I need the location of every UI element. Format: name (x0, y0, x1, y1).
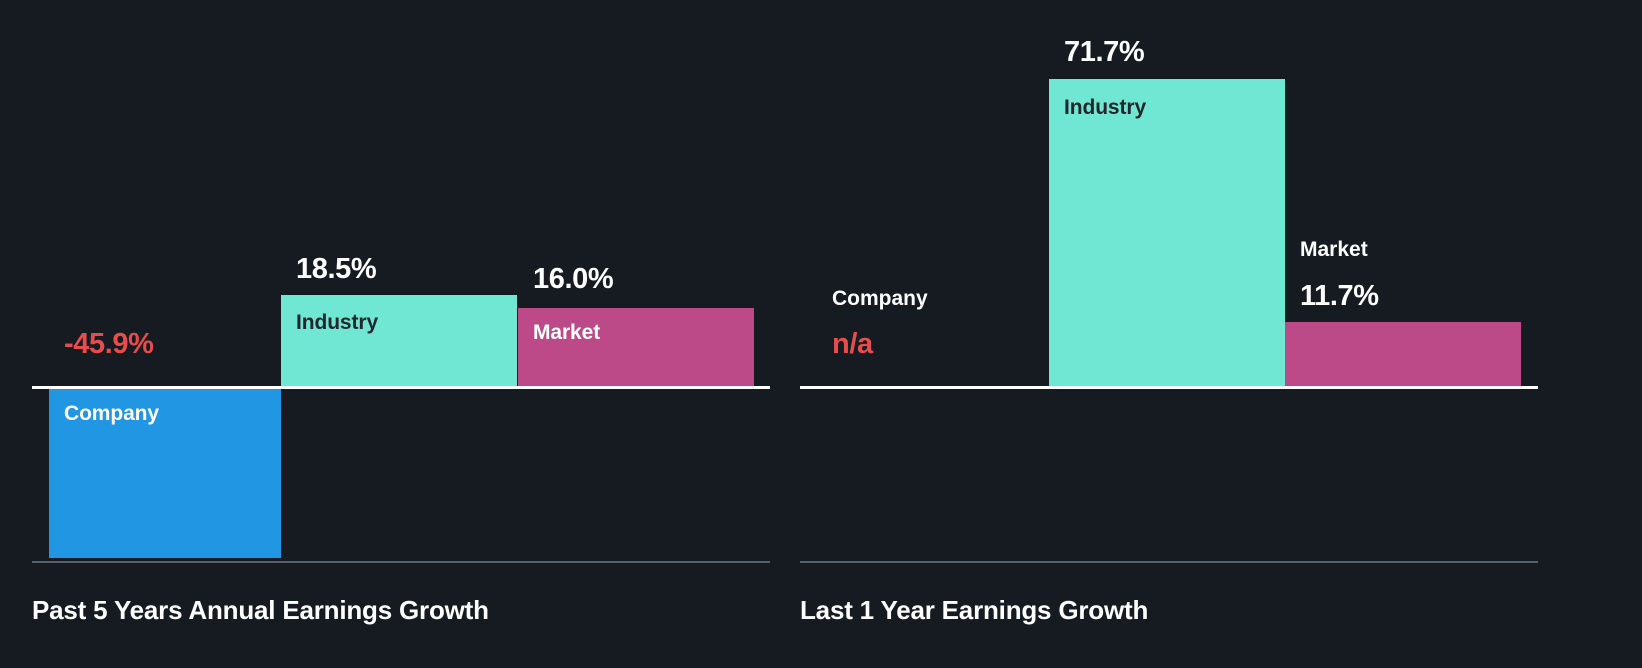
panel-title-past-5-years: Past 5 Years Annual Earnings Growth (32, 595, 489, 625)
value-label-company-right: n/a (832, 328, 873, 360)
bar-market-right[interactable] (1285, 322, 1521, 386)
plot-area-left: -45.9% Company 18.5% Industry 16.0% Mark… (0, 0, 800, 563)
bar-company-left[interactable]: Company (49, 388, 281, 558)
value-label-industry-left: 18.5% (296, 253, 377, 285)
bar-industry-right[interactable]: Industry (1049, 79, 1285, 386)
panel-last-1-year: Company n/a 71.7% Industry Market 11.7% … (800, 0, 1642, 668)
value-label-company-left: -45.9% (64, 328, 154, 360)
bar-market-left[interactable]: Market (518, 308, 754, 386)
plot-area-right: Company n/a 71.7% Industry Market 11.7% (800, 0, 1642, 563)
panel-title-last-1-year: Last 1 Year Earnings Growth (800, 595, 1149, 625)
value-label-market-left: 16.0% (533, 263, 614, 295)
axis-line-right (800, 561, 1538, 563)
bar-industry-left[interactable]: Industry (281, 295, 517, 386)
value-label-industry-right: 71.7% (1064, 36, 1145, 68)
zero-line-left (32, 386, 770, 389)
bar-label-market-right: Market (1300, 238, 1368, 261)
bar-label-industry-right: Industry (1064, 96, 1147, 119)
panel-past-5-years: -45.9% Company 18.5% Industry 16.0% Mark… (0, 0, 800, 668)
bar-label-industry-left: Industry (296, 311, 379, 334)
bar-label-company-left: Company (64, 402, 159, 425)
zero-line-right (800, 386, 1538, 389)
value-label-market-right: 11.7% (1300, 280, 1379, 312)
bar-label-market-left: Market (533, 321, 601, 344)
bar-label-company-right: Company (832, 287, 928, 310)
axis-line-left (32, 561, 770, 563)
